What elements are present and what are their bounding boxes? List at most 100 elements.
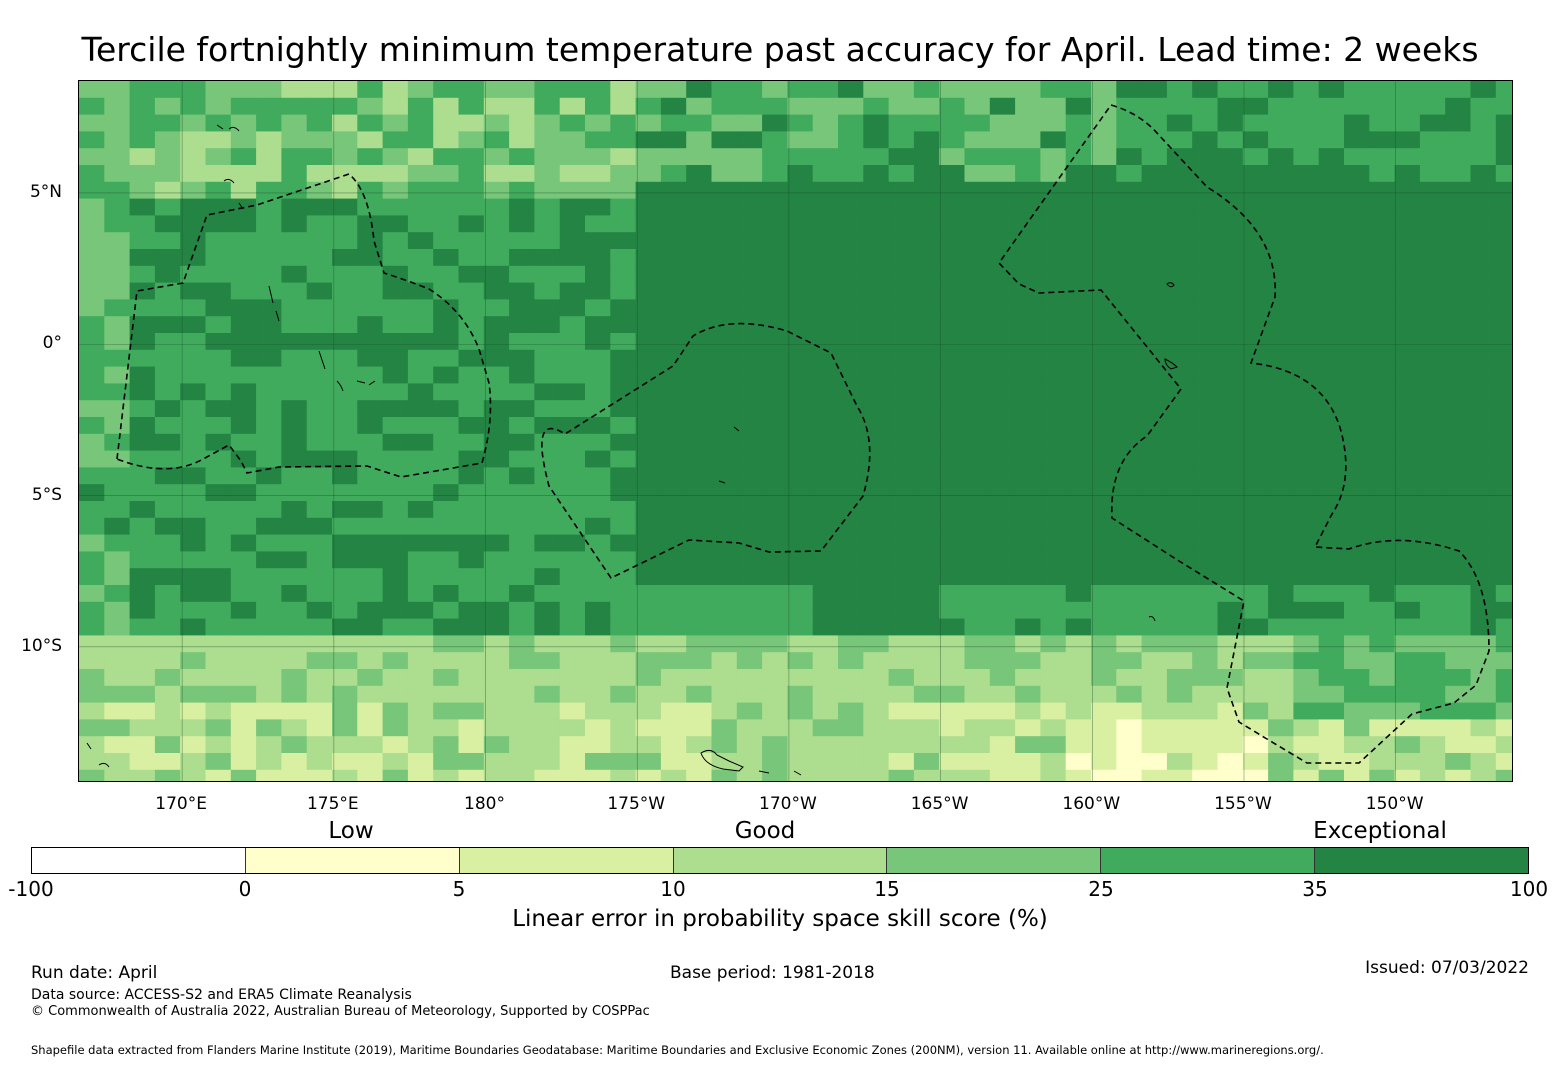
skill-cell [939, 349, 966, 368]
skill-cell [256, 719, 282, 737]
skill-cell [660, 282, 687, 300]
skill-cell [104, 81, 131, 99]
skill-cell [1293, 198, 1320, 216]
skill-cell [711, 165, 738, 183]
skill-cell [1470, 534, 1497, 552]
skill-cell [559, 652, 586, 670]
skill-cell [534, 114, 561, 132]
lon-tick-label: 170°E [155, 794, 207, 814]
skill-cell [559, 198, 586, 216]
skill-cell [458, 265, 485, 284]
skill-cell [787, 685, 814, 704]
skill-cell [1293, 349, 1320, 368]
skill-cell [787, 736, 814, 754]
skill-cell [1242, 349, 1269, 368]
skill-cell [1192, 618, 1219, 636]
skill-cell [1192, 433, 1219, 452]
skill-cell [407, 685, 434, 704]
skill-cell [1445, 148, 1472, 166]
skill-cell [1369, 702, 1396, 720]
skill-cell [1495, 400, 1512, 418]
skill-cell [1166, 433, 1193, 452]
map-panel[interactable] [78, 80, 1513, 782]
skill-cell [1419, 165, 1446, 183]
skill-cell [559, 669, 586, 687]
skill-cell [1015, 265, 1041, 284]
skill-cell [357, 450, 384, 468]
skill-cell [407, 753, 434, 771]
skill-cell [863, 585, 890, 603]
skill-cell [357, 601, 384, 620]
skill-cell [256, 568, 282, 586]
skill-cell [812, 652, 839, 670]
skill-cell [458, 299, 485, 317]
skill-cell [407, 165, 434, 183]
skill-cell [1369, 635, 1396, 653]
skill-cell [559, 568, 586, 586]
skill-cell [989, 551, 1016, 569]
skill-cell [812, 316, 839, 334]
skill-cell [939, 551, 966, 569]
skill-cell [1091, 635, 1117, 653]
skill-cell [1192, 702, 1219, 720]
skill-cell [281, 316, 308, 334]
skill-cell [1242, 383, 1269, 401]
skill-cell [256, 551, 282, 569]
skill-cell [1369, 484, 1396, 502]
skill-cell [939, 635, 966, 653]
skill-cell [104, 467, 131, 485]
skill-cell [230, 333, 257, 351]
skill-cell [660, 417, 687, 435]
skill-cell [230, 400, 257, 418]
skill-cell [1065, 349, 1092, 368]
skill-cell [1470, 467, 1497, 485]
skill-cell [711, 383, 738, 401]
skill-cell [205, 165, 232, 183]
skill-cell [711, 753, 738, 771]
skill-cell [483, 433, 510, 452]
skill-cell [635, 333, 662, 351]
skill-cell [180, 181, 207, 200]
skill-cell [913, 669, 940, 687]
skill-cell [888, 198, 915, 216]
skill-cell [964, 534, 991, 552]
skill-cell [1344, 131, 1370, 149]
skill-cell [1394, 282, 1421, 300]
skill-cell [585, 618, 611, 636]
skill-cell [1344, 282, 1370, 300]
skill-cell [1318, 450, 1345, 468]
skill-cell [1369, 383, 1396, 401]
skill-cell [1192, 148, 1219, 166]
skill-cell [154, 165, 181, 183]
skill-cell [1369, 349, 1396, 368]
skill-cell [660, 652, 687, 670]
skill-cell [1217, 484, 1244, 502]
skill-cell [104, 769, 131, 781]
skill-cell [1445, 417, 1472, 435]
skill-cell [1495, 601, 1512, 620]
skill-cell [888, 282, 915, 300]
skill-cell [838, 467, 864, 485]
skill-cell [964, 148, 991, 166]
skill-cell [230, 349, 257, 368]
skill-cell [180, 232, 207, 250]
skill-cell [1495, 265, 1512, 284]
skill-cell [1065, 249, 1092, 267]
skill-cell [762, 383, 788, 401]
skill-cell [863, 383, 890, 401]
skill-cell [939, 148, 966, 166]
skill-cell [332, 669, 358, 687]
skill-cell [129, 333, 156, 351]
skill-cell [256, 215, 282, 233]
skill-cell [357, 181, 384, 200]
skill-cell [1217, 433, 1244, 452]
skill-cell [509, 450, 535, 468]
skill-cell [913, 753, 940, 771]
skill-cell [1192, 131, 1219, 149]
skill-cell [787, 433, 814, 452]
skill-cell [1091, 736, 1117, 754]
skill-cell [838, 753, 864, 771]
skill-cell [711, 366, 738, 384]
skill-cell [129, 450, 156, 468]
issued-text: Issued: 07/03/2022 [1365, 958, 1529, 978]
